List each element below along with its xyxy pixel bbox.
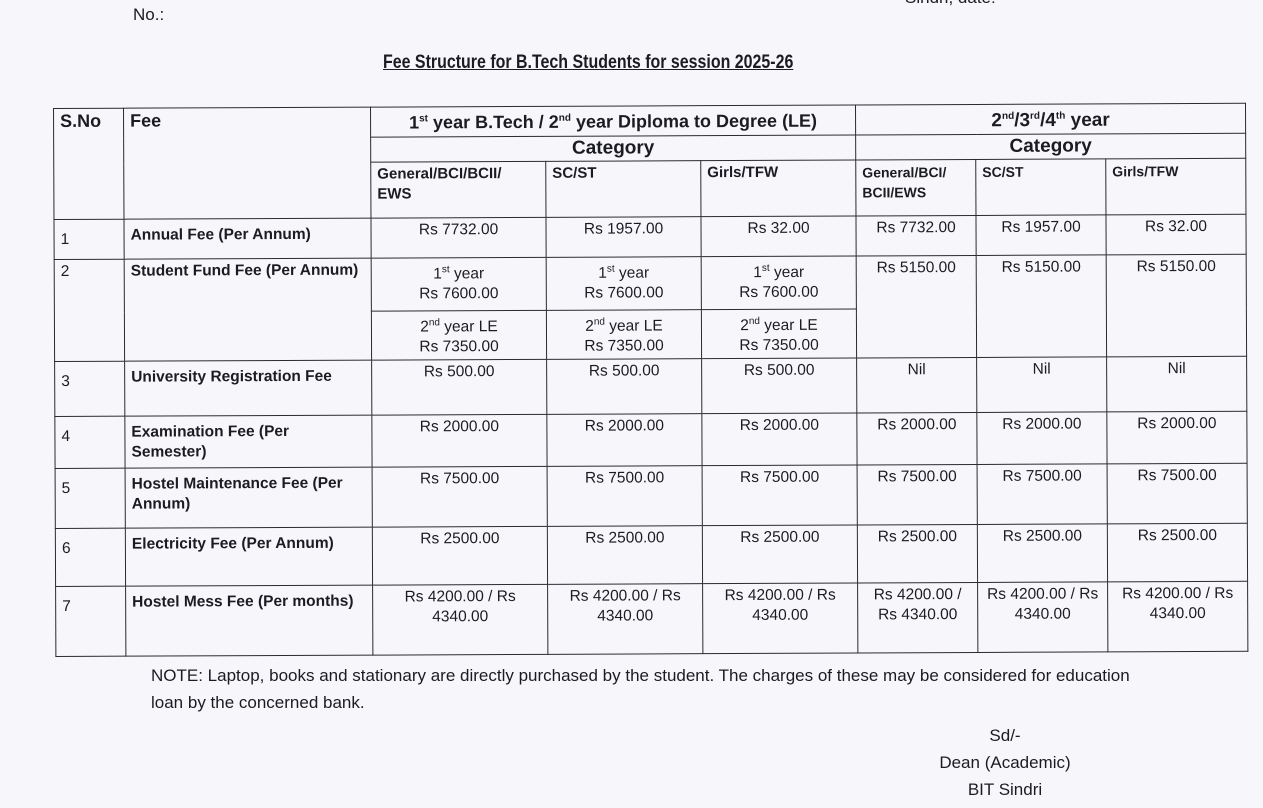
signatory-designation: Dean (Academic) — [939, 753, 1071, 772]
first-year-group-header: 1st year B.Tech / 2nd year Diploma to De… — [370, 104, 856, 138]
table-row: 2 Student Fund Fee (Per Annum) 1st year Rs … — [54, 254, 1247, 362]
table-row: 5 Hostel Maintenance Fee (Per Annum) Rs 75… — [55, 463, 1248, 529]
serial-number: 3 — [54, 361, 125, 417]
category-column-header: SC/ST — [975, 158, 1106, 216]
fee-name: Hostel Mess Fee (Per months) — [125, 585, 373, 657]
fee-name: Hostel Maintenance Fee (Per Annum) — [125, 467, 373, 529]
category-header: Category — [370, 134, 856, 163]
fee-value-first-year: 1st year Rs 7600.00 — [546, 256, 702, 311]
reference-number-label: No.: — [133, 5, 165, 24]
fee-value-second-year-le: 2nd year LE Rs 7350.00 — [371, 310, 547, 361]
fee-value: Rs 2000.00 — [1106, 411, 1248, 465]
serial-number: 1 — [53, 219, 125, 260]
fee-value: Rs 7732.00 — [855, 215, 977, 256]
fee-value: Rs 2500.00 — [702, 525, 858, 584]
fee-value: Rs 2000.00 — [701, 413, 858, 466]
document-title: Fee Structure for B.Tech Students for se… — [383, 52, 794, 73]
category-column-header: Girls/TFW — [1105, 158, 1246, 215]
category-column-header: Girls/TFW — [700, 159, 856, 217]
fee-value: Rs 4200.00 / Rs 4340.00 — [977, 582, 1108, 653]
fee-name: University Registration Fee — [124, 360, 372, 417]
fee-value: Rs 1957.00 — [545, 216, 702, 258]
later-years-group-header: 2nd/3rd/4th year — [855, 103, 1246, 135]
signatory-institute: BIT Sindri — [967, 780, 1043, 799]
table-row: 1 Annual Fee (Per Annum) Rs 7732.00 Rs 1957… — [53, 214, 1247, 260]
fee-value: Rs 2000.00 — [546, 413, 703, 467]
fee-value: Rs 32.00 — [1105, 214, 1247, 255]
category-column-header: SC/ST — [545, 160, 701, 218]
table-row: 4 Examination Fee (Per Semester) Rs 2000.0… — [54, 411, 1248, 469]
category-header: Category — [855, 133, 1246, 160]
fee-value: Rs 4200.00 / Rs 4340.00 — [857, 582, 978, 654]
fee-value-first-year: 1st year Rs 7600.00 — [371, 257, 547, 312]
fee-value-second-year-le: 2nd year LE Rs 7350.00 — [701, 308, 857, 359]
fee-structure-table: S.No Fee 1st year B.Tech / 2nd year Dipl… — [53, 103, 1248, 657]
serial-number: 2 — [54, 259, 125, 362]
fee-value: Rs 4200.00 / Rs 4340.00 — [372, 584, 548, 656]
fee-name: Student Fund Fee (Per Annum) — [124, 258, 372, 362]
fee-name: Annual Fee (Per Annum) — [123, 218, 372, 260]
fee-value: Rs 7500.00 — [547, 465, 703, 527]
fee-value: Rs 7500.00 — [977, 464, 1108, 525]
fee-value: Nil — [976, 357, 1107, 413]
table-row: 3 University Registration Fee Rs 500.00 Rs … — [54, 356, 1247, 417]
serial-number: 6 — [55, 528, 126, 587]
date-label: Sindri, date: — [905, 0, 996, 8]
fee-value: Rs 2500.00 — [372, 526, 548, 586]
fee-value: Rs 2000.00 — [856, 412, 978, 466]
fee-value: Rs 1957.00 — [975, 214, 1107, 256]
fee-header: Fee — [123, 107, 371, 220]
fee-value: Rs 2000.00 — [371, 414, 548, 468]
fee-value: Rs 4200.00 / Rs 4340.00 — [702, 583, 858, 654]
fee-value-first-year: 1st year Rs 7600.00 — [701, 255, 857, 310]
serial-number: 5 — [55, 468, 126, 529]
fee-value: Rs 2500.00 — [977, 524, 1108, 583]
fee-value: Rs 2500.00 — [857, 524, 978, 584]
sno-header: S.No — [53, 108, 124, 220]
fee-value: Nil — [856, 357, 977, 414]
fee-value: Rs 500.00 — [546, 358, 702, 415]
fee-value: Rs 5150.00 — [1106, 254, 1247, 358]
fee-name: Electricity Fee (Per Annum) — [125, 527, 373, 587]
fee-value: Rs 7500.00 — [857, 464, 978, 526]
serial-number: 7 — [55, 586, 126, 657]
fee-value: Rs 7500.00 — [372, 466, 548, 528]
fee-value: Rs 2500.00 — [547, 525, 703, 585]
table-row: 6 Electricity Fee (Per Annum) Rs 2500.00 Rs… — [55, 523, 1248, 587]
note-text: NOTE: Laptop, books and stationary are d… — [151, 666, 1130, 712]
category-column-header: General/BCI/BCII/ EWS — [370, 161, 546, 219]
fee-value: Rs 2000.00 — [976, 412, 1108, 465]
fee-value: Rs 5150.00 — [976, 254, 1107, 358]
fee-value: Rs 7500.00 — [1107, 463, 1248, 525]
category-column-header: General/BCI/ BCII/EWS — [855, 159, 976, 216]
fee-value: Rs 4200.00 / Rs 4340.00 — [547, 583, 703, 655]
fee-value: Rs 2500.00 — [1107, 523, 1248, 583]
fee-value: Rs 500.00 — [371, 359, 547, 416]
fee-value: Nil — [1106, 356, 1247, 413]
fee-value: Rs 7500.00 — [702, 465, 858, 526]
fee-value: Rs 4200.00 / Rs 4340.00 — [1107, 581, 1248, 653]
fee-value-second-year-le: 2nd year LE Rs 7350.00 — [546, 309, 702, 360]
fee-value: Rs 500.00 — [701, 358, 857, 414]
signature-block: Sd/- Dean (Academic) BIT Sindri — [915, 722, 1095, 803]
serial-number: 4 — [54, 416, 126, 469]
fee-name: Examination Fee (Per Semester) — [124, 415, 373, 469]
table-row: 7 Hostel Mess Fee (Per months) Rs 4200.00 … — [55, 581, 1248, 657]
signature-sd: Sd/- — [989, 726, 1021, 745]
fee-value: Rs 32.00 — [700, 215, 857, 257]
fee-value: Rs 5150.00 — [856, 255, 977, 359]
fee-value: Rs 7732.00 — [370, 217, 547, 259]
